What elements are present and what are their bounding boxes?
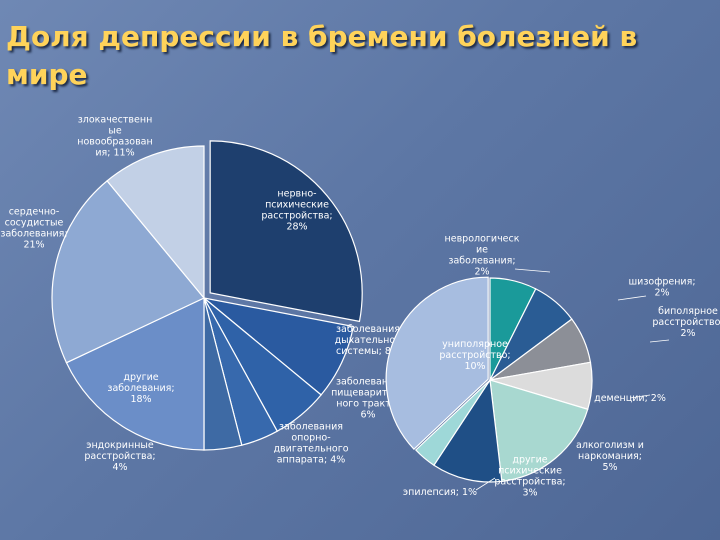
data-label: шизофрения; 2%: [628, 277, 695, 299]
data-label-line: ие: [476, 245, 488, 256]
data-label: злокачественн ые новообразован ия; 11%: [77, 115, 152, 159]
data-label-line: 18%: [130, 394, 151, 405]
pie-slice: [414, 379, 491, 467]
data-label: эндокринные расстройства; 4%: [84, 440, 155, 473]
data-label-line: нервно-: [277, 189, 316, 200]
data-label-line: ного тракта;: [336, 399, 400, 410]
data-label: заболевания опорно-двигательного аппарата;…: [273, 422, 348, 466]
data-label-line: психические: [498, 466, 562, 477]
slide-title: Доля депрессии в бремени болезней в мире: [6, 20, 638, 91]
data-label-line: расстройства;: [494, 477, 565, 488]
leader-line: [617, 295, 647, 301]
leader-line: [514, 268, 551, 273]
data-label-line: шизофрения;: [628, 277, 695, 288]
leader-line: [475, 477, 496, 491]
data-label-line: 10%: [464, 361, 485, 372]
data-label: другие заболевания; 18%: [107, 372, 174, 405]
data-label-line: новообразован: [77, 137, 152, 148]
data-label-line: эндокринные: [86, 440, 154, 451]
data-label-line: другие: [123, 372, 158, 383]
data-label-line: психические: [265, 200, 329, 211]
data-label-line: наркомания;: [578, 451, 642, 462]
data-label: заболевания пищеваритель ного тракта; 6%: [331, 377, 405, 421]
data-label-line: заболевания: [336, 324, 400, 335]
data-label: униполярное расстройство; 10%: [439, 339, 510, 372]
data-label-line: расстройства;: [261, 211, 332, 222]
data-label-line: заболевания;: [107, 383, 174, 394]
data-label: биполярное расстройство; 2%: [652, 306, 720, 339]
data-label-line: сосудистые: [5, 218, 64, 229]
data-label-line: 2%: [654, 288, 669, 299]
data-label: нервно-психические расстройства; 28%: [261, 189, 332, 233]
data-label-line: заболевания: [279, 422, 343, 433]
data-label-line: ые: [108, 126, 122, 137]
leader-line: [629, 394, 651, 399]
data-label: деменции; 2%: [594, 393, 666, 404]
data-label-line: дыхательной: [335, 335, 402, 346]
data-label-line: заболевания: [336, 377, 400, 388]
data-label-line: 28%: [286, 222, 307, 233]
data-label-line: аппарата; 4%: [277, 455, 346, 466]
data-label-line: расстройство;: [652, 317, 720, 328]
data-label-line: ия; 11%: [95, 148, 134, 159]
data-label: сердечно-сосудистые заболевания; 21%: [0, 207, 67, 251]
pie-chart-psychiatric-breakdown: неврологическ ие заболевания; 2%шизофрения;…: [385, 234, 720, 499]
data-label: заболевания дыхательной системы; 8%: [335, 324, 402, 357]
data-label-line: опорно-: [291, 433, 330, 444]
data-label-line: униполярное: [442, 339, 508, 350]
data-label-line: 2%: [680, 328, 695, 339]
pie-slice: [433, 378, 503, 483]
pie-slice: [106, 145, 205, 300]
leader-line: [649, 339, 670, 343]
data-label-line: 2%: [474, 267, 489, 278]
data-label-line: эпилепсия; 1%: [403, 487, 477, 498]
data-label-line: 4%: [112, 462, 127, 473]
data-label-line: расстройства;: [84, 451, 155, 462]
data-label-line: биполярное: [658, 306, 718, 317]
data-label-line: заболевания;: [0, 229, 67, 240]
data-label-line: расстройство;: [439, 350, 510, 361]
pie-slice: [385, 276, 489, 451]
data-label: неврологическ ие заболевания; 2%: [445, 234, 520, 278]
data-label: эпилепсия; 1%: [403, 487, 477, 498]
data-label-line: двигательного: [273, 444, 348, 455]
data-label-line: алкоголизм и: [576, 440, 644, 451]
data-label-line: 5%: [602, 462, 617, 473]
data-label-line: заболевания;: [448, 256, 515, 267]
data-label-line: 21%: [23, 240, 44, 251]
data-label-line: сердечно-: [9, 207, 60, 218]
pie-slice: [489, 379, 589, 482]
data-label-line: другие: [512, 455, 547, 466]
pie-slice: [51, 180, 205, 364]
data-label: другие психические расстройства; 3%: [494, 455, 565, 499]
data-label-line: 3%: [522, 488, 537, 499]
data-label-line: системы; 8%: [336, 346, 400, 357]
data-label-line: неврологическ: [445, 234, 520, 245]
data-label-line: 6%: [360, 410, 375, 421]
pie-slice: [209, 140, 363, 323]
pie-chart-disease-burden: нервно-психические расстройства; 28%заболе…: [0, 115, 405, 474]
pie-slice: [65, 297, 205, 451]
data-label: алкоголизм и наркомания; 5%: [576, 440, 644, 473]
data-label-line: деменции; 2%: [594, 393, 666, 404]
data-label-line: пищеваритель: [331, 388, 405, 399]
data-label-line: злокачественн: [78, 115, 153, 126]
